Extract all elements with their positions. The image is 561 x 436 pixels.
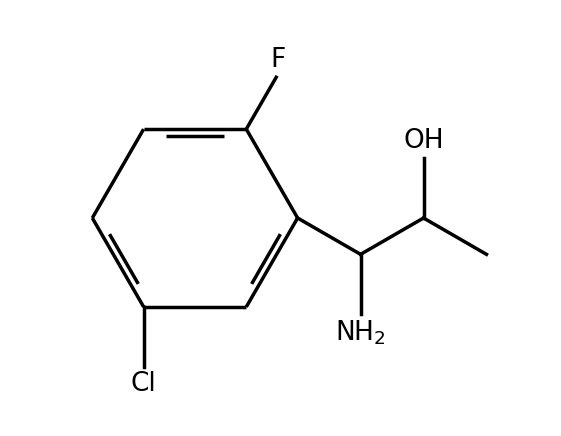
Text: NH$_2$: NH$_2$: [335, 319, 386, 347]
Text: OH: OH: [403, 128, 444, 154]
Text: F: F: [271, 47, 286, 73]
Text: Cl: Cl: [131, 371, 157, 397]
